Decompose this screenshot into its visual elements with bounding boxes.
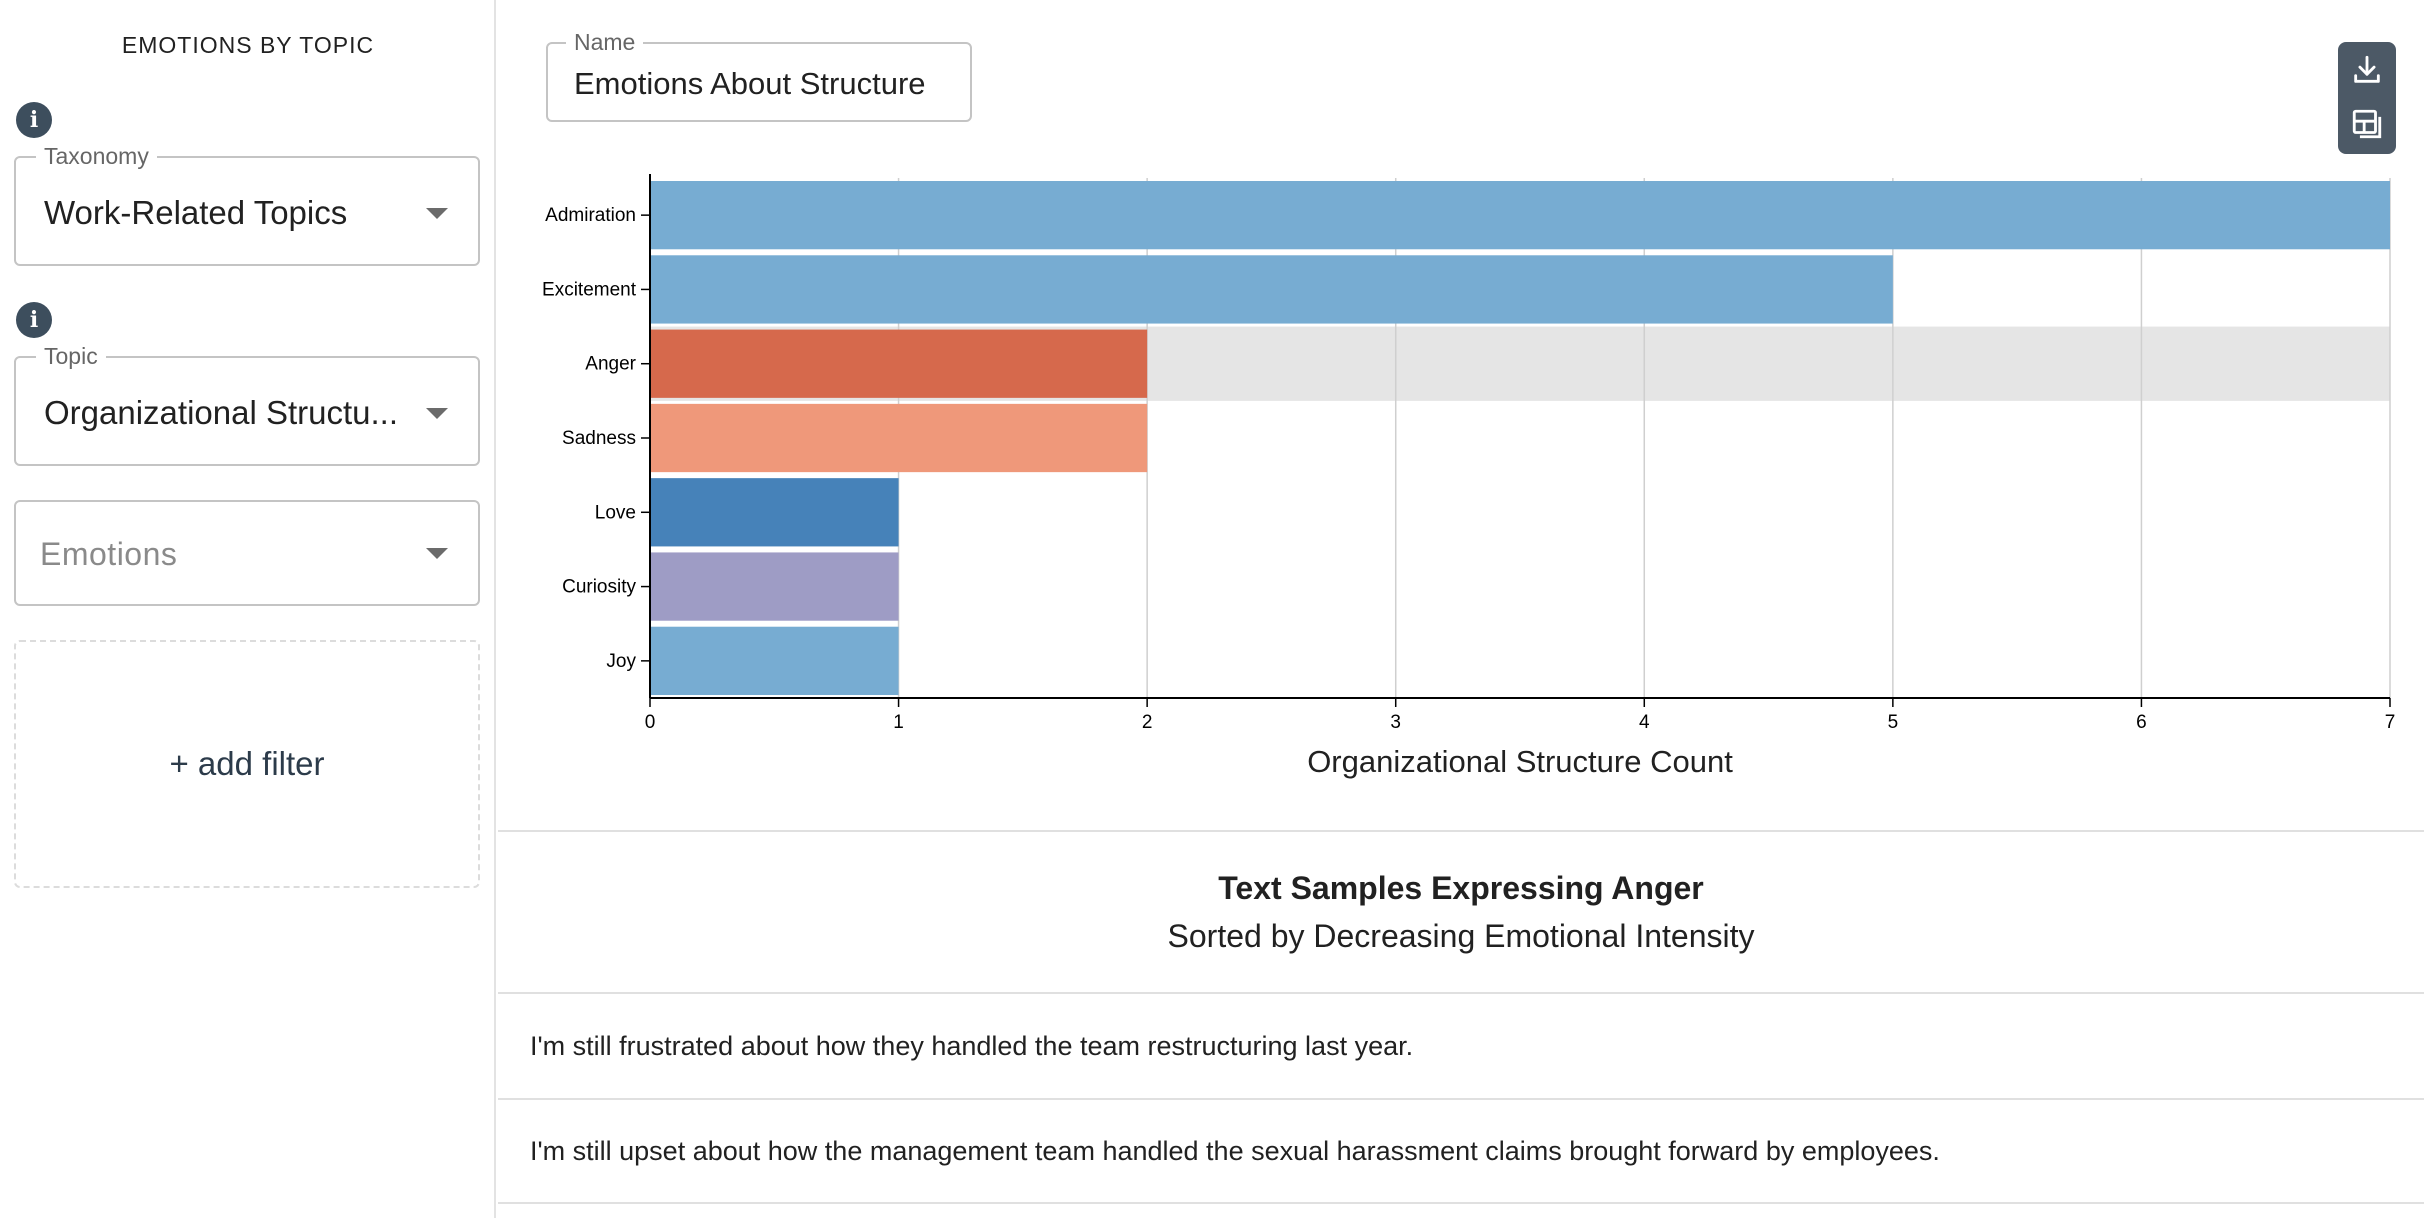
y-tick-label: Love [595,502,636,523]
info-icon[interactable]: i [16,102,52,138]
sample-text: I'm still frustrated about how they hand… [530,1030,1414,1061]
x-tick-label: 2 [1142,712,1153,733]
download-icon[interactable] [2347,50,2387,90]
bar-joy [650,626,899,695]
bar-anger [650,329,1148,398]
emotion-bar-chart: Admiration Excitement Anger Sadness Love Curi… [498,160,2424,800]
chevron-down-icon[interactable] [426,548,448,559]
emotions-placeholder: Emotions [40,536,178,572]
layout-icon[interactable] [2347,104,2387,144]
y-tick-label: Admiration [545,205,636,226]
info-icon[interactable]: i [16,302,52,338]
x-tick-label: 7 [2385,712,2396,733]
samples-subtitle: Sorted by Decreasing Emotional Intensity [1167,918,1755,954]
y-tick-label: Joy [606,651,636,672]
chart-toolbar [2338,42,2396,154]
add-filter-button[interactable]: + add filter [14,640,480,888]
samples-title: Text Samples Expressing Anger [1218,870,1704,906]
name-field[interactable]: Name Emotions About Structure [546,28,972,122]
taxonomy-value: Work-Related Topics [44,194,348,231]
topic-value: Organizational Structu... [44,394,399,431]
x-axis-label: Organizational Structure Count [1307,744,1733,779]
name-value: Emotions About Structure [574,66,926,101]
chart-svg: Admiration Excitement Anger Sadness Love Curi… [542,174,2396,779]
topic-label: Topic [36,342,106,370]
bar-sadness [650,403,1148,473]
y-tick-label: Sadness [562,428,636,449]
bar-excitement [650,255,1893,324]
sample-row[interactable]: I'm still upset about how the management… [498,1098,2424,1204]
y-tick-label: Anger [585,354,636,375]
taxonomy-label: Taxonomy [36,142,157,170]
x-tick-label: 3 [1390,712,1401,733]
taxonomy-select[interactable]: Taxonomy Work-Related Topics [14,142,480,266]
bar-admiration [650,181,2390,250]
name-label: Name [566,28,644,56]
main-panel: Name Emotions About Structure Admiration… [498,0,2424,1218]
emotions-select[interactable]: Emotions [14,500,480,606]
x-tick-label: 0 [645,712,656,733]
sample-row[interactable]: I'm still frustrated about how they hand… [498,992,2424,1098]
y-tick-label: Excitement [542,279,637,300]
x-tick-label: 1 [893,712,904,733]
x-tick-label: 4 [1639,712,1650,733]
bar-curiosity [650,552,899,621]
bar-love [650,478,899,547]
chevron-down-icon[interactable] [426,408,448,419]
topic-select[interactable]: Topic Organizational Structu... [14,342,480,466]
x-tick-label: 5 [1888,712,1899,733]
sidebar-title: EMOTIONS BY TOPIC [121,32,375,58]
sample-text: I'm still upset about how the management… [530,1135,1940,1166]
divider [498,830,2424,832]
chevron-down-icon[interactable] [426,208,448,219]
x-tick-label: 6 [2136,712,2147,733]
sidebar: EMOTIONS BY TOPIC i Taxonomy Work-Relate… [0,0,496,1218]
y-tick-label: Curiosity [562,577,636,598]
